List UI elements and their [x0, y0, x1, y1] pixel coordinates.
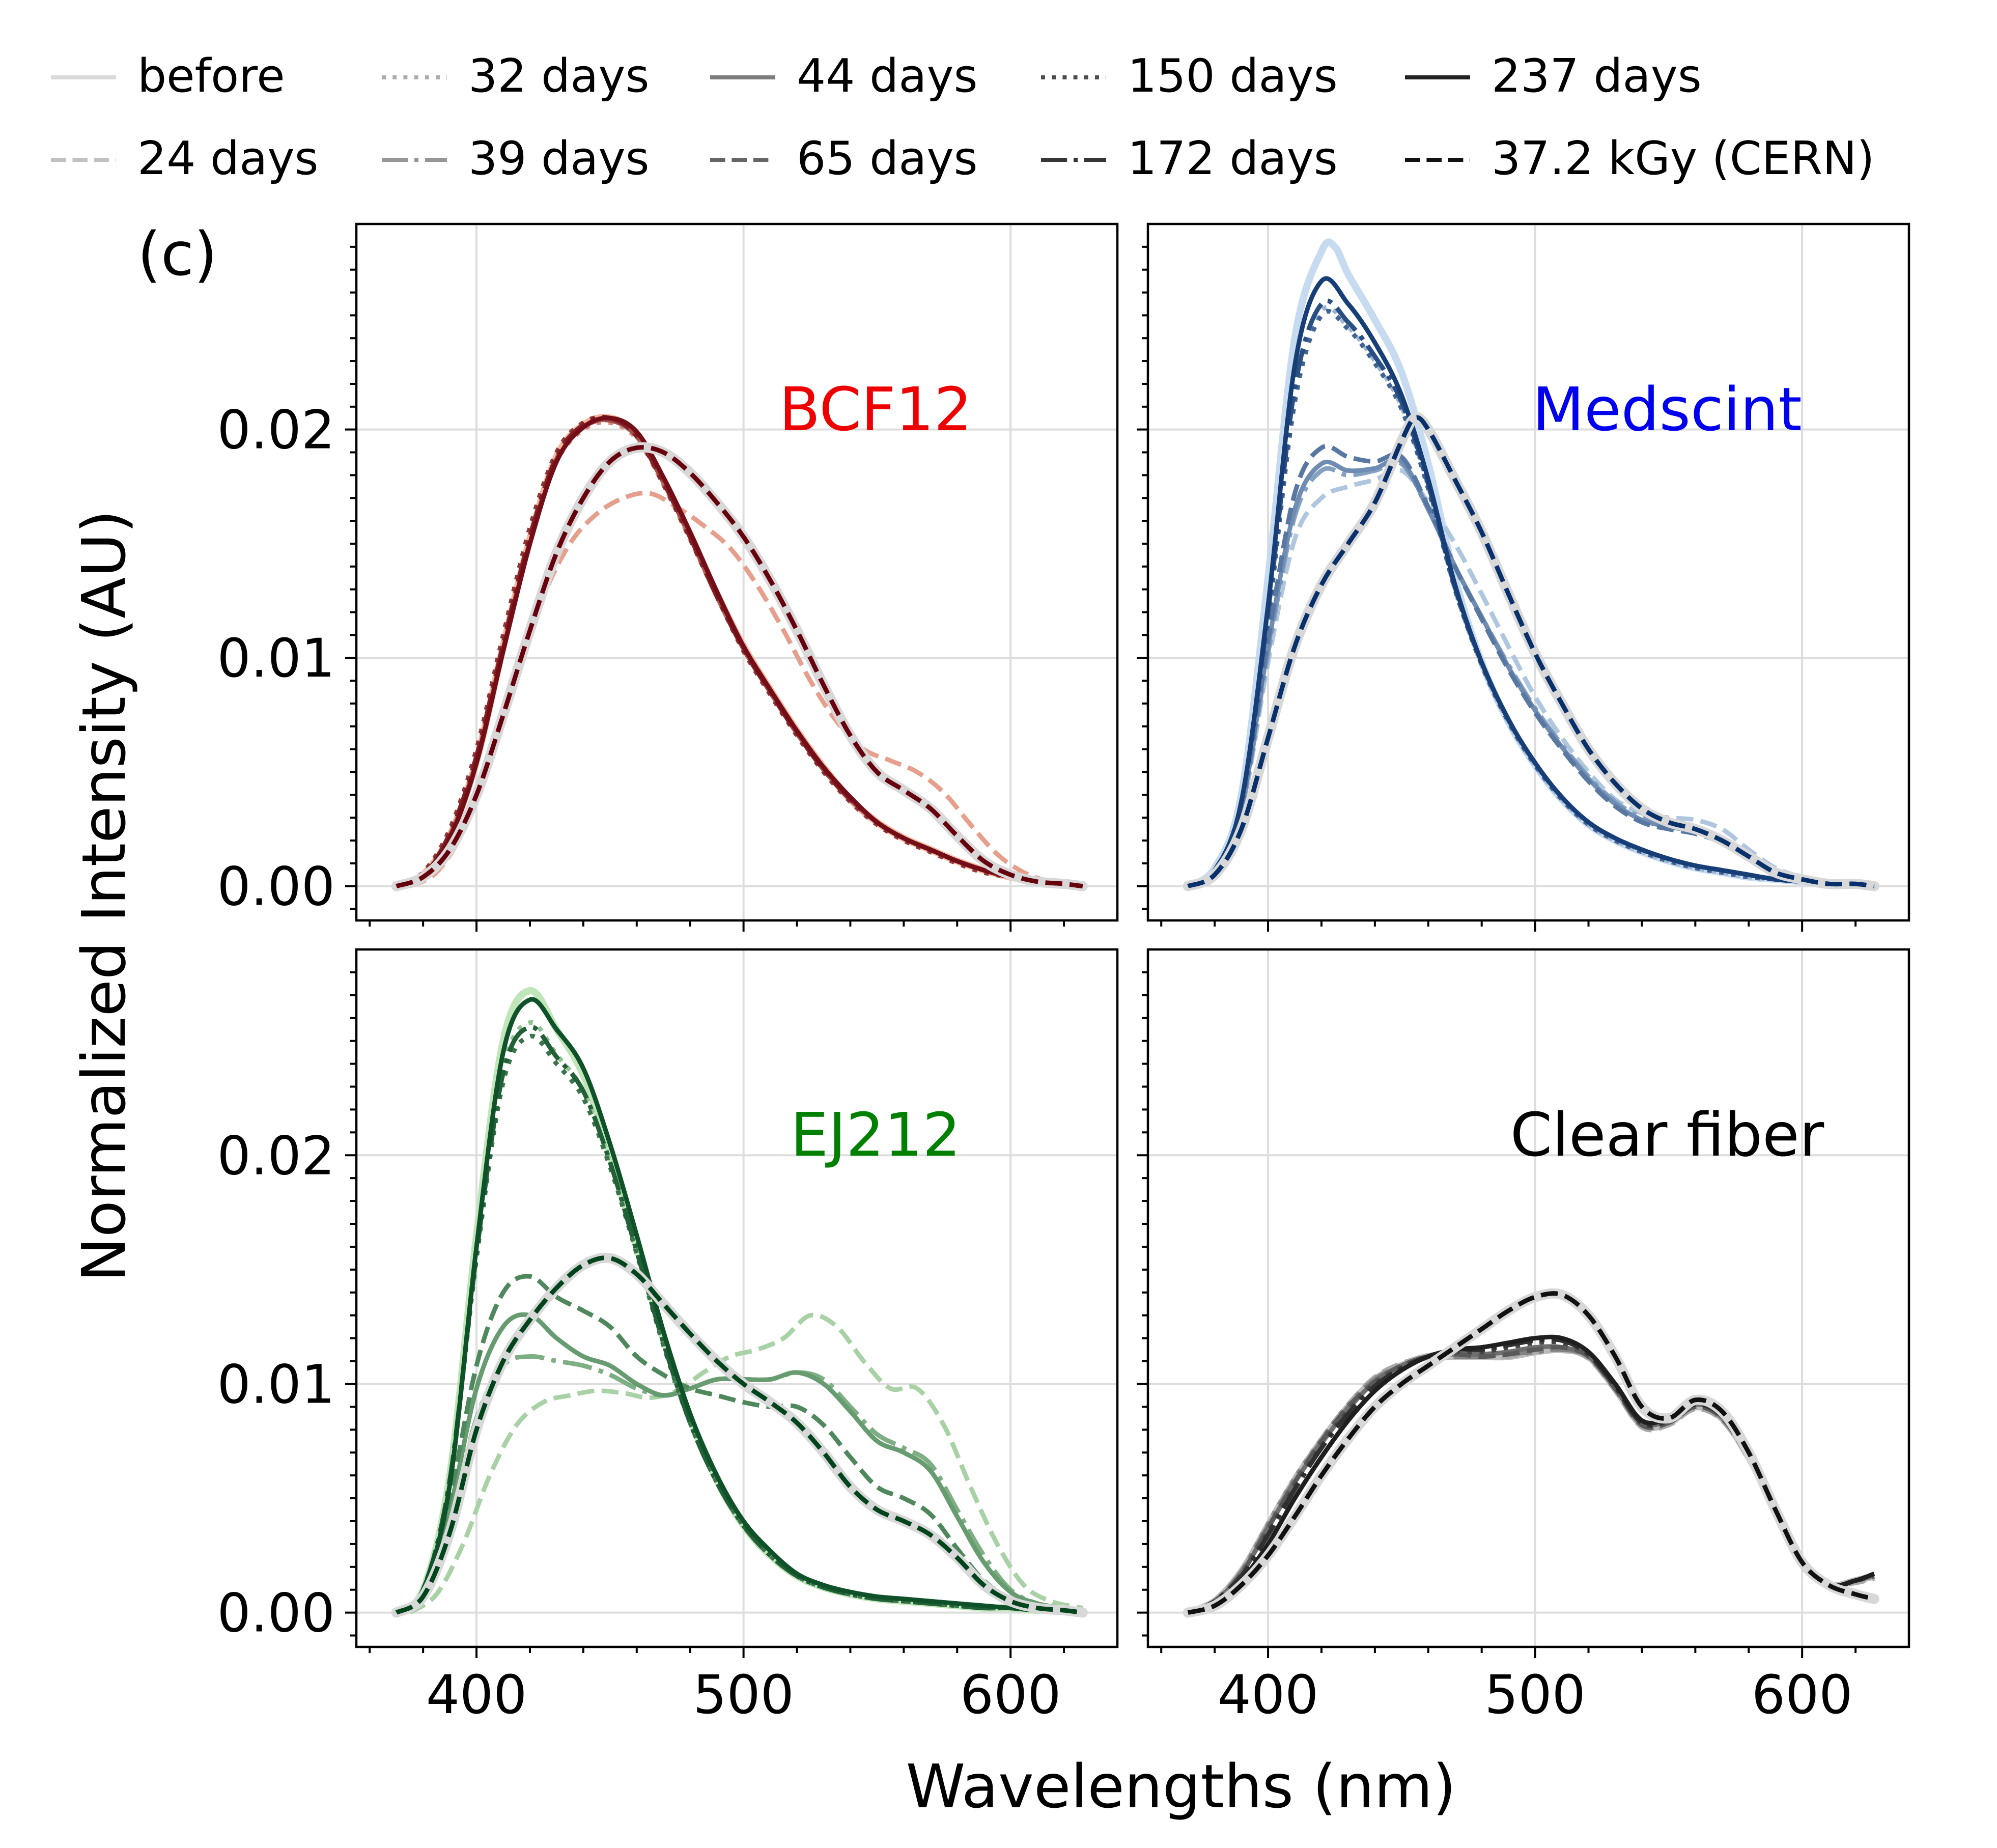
- series-line: [1187, 1339, 1875, 1615]
- series-line: [395, 997, 1083, 1615]
- legend-label: 150 days: [1128, 49, 1338, 103]
- legend-entry: 39 days: [382, 132, 650, 185]
- panel-ej212: 400 500 600 0.00 0.01 0.02 EJ212: [217, 948, 1119, 1726]
- series-halo: [1183, 412, 1879, 891]
- series-line: [1187, 444, 1875, 889]
- series-line: [395, 415, 1083, 889]
- legend-entry: 237 days: [1405, 49, 1702, 103]
- series-lines: [391, 987, 1088, 1618]
- legend-label: before: [137, 49, 285, 103]
- series-line: [1187, 276, 1875, 889]
- panel-label: (c): [137, 219, 217, 289]
- series-line: [1186, 238, 1875, 890]
- legend-entry: 37.2 kGy (CERN): [1405, 132, 1875, 185]
- panel-medscint: Medscint: [1137, 222, 1910, 932]
- x-tick-label: 500: [1484, 1664, 1586, 1726]
- legend-entry: 44 days: [710, 49, 978, 103]
- x-tick-label: 500: [693, 1664, 794, 1726]
- panel-title: BCF12: [779, 374, 972, 444]
- series-line: [1187, 1334, 1875, 1615]
- legend-entry: 32 days: [382, 49, 650, 103]
- x-tick-label: 600: [960, 1664, 1061, 1726]
- x-axis-label: Wavelengths (nm): [906, 1751, 1456, 1822]
- y-tick-label: 0.00: [217, 1582, 335, 1644]
- y-tick-label: 0.02: [217, 399, 335, 461]
- x-tick-label: 600: [1752, 1664, 1853, 1726]
- series-line: [1187, 1337, 1875, 1615]
- series-line: [395, 415, 1083, 889]
- series-lines: [1183, 238, 1879, 891]
- panel-title: Clear fiber: [1510, 1100, 1824, 1170]
- series-line: [395, 1312, 1083, 1615]
- legend-label: 65 days: [797, 132, 978, 185]
- axes-frame: [1146, 222, 1910, 922]
- series-line: [396, 445, 1083, 889]
- x-tick-label: 400: [1218, 1664, 1319, 1726]
- legend-label: 37.2 kGy (CERN): [1492, 132, 1875, 185]
- axes-frame: [355, 222, 1119, 922]
- series-line: [395, 1255, 1083, 1615]
- y-tick-label: 0.02: [217, 1125, 335, 1187]
- y-tick-label: 0.01: [217, 627, 335, 689]
- y-tick-label: 0.01: [217, 1353, 335, 1415]
- legend-entry: 24 days: [51, 132, 319, 185]
- series-line: [1187, 1291, 1875, 1615]
- legend-label: 24 days: [137, 132, 319, 185]
- legend-label: 32 days: [468, 49, 650, 103]
- legend-entry: 65 days: [710, 132, 978, 185]
- legend-entry: 172 days: [1041, 132, 1338, 185]
- panel-title: EJ212: [791, 1100, 961, 1170]
- legend: before 24 days 32 days 39 days 44 days 65 day…: [51, 49, 1875, 185]
- legend-entry: 150 days: [1041, 49, 1338, 103]
- legend-label: 172 days: [1128, 132, 1338, 185]
- series-line: [408, 1312, 1083, 1615]
- y-axis-label: Normalized Intensity (AU): [69, 510, 139, 1282]
- axes-frame: [1146, 948, 1910, 1648]
- series-lines: [391, 414, 1088, 891]
- series-lines: [1183, 1288, 1879, 1618]
- legend-label: 237 days: [1492, 49, 1702, 103]
- panel-bcf12: 0.00 0.01 0.02 BCF12: [217, 222, 1119, 932]
- panel-clear-fiber: 400 500 600 Clear fiber: [1137, 948, 1910, 1726]
- series-line: [395, 1274, 1083, 1615]
- legend-label: 39 days: [468, 132, 650, 185]
- axes-frame: [355, 948, 1119, 1648]
- legend-label: 44 days: [797, 49, 978, 103]
- x-tick-label: 400: [426, 1664, 527, 1726]
- legend-entry: before: [51, 49, 285, 103]
- series-line: [1187, 1347, 1875, 1615]
- series-line: [1187, 415, 1875, 889]
- y-tick-label: 0.00: [217, 856, 335, 918]
- panel-title: Medscint: [1532, 374, 1802, 444]
